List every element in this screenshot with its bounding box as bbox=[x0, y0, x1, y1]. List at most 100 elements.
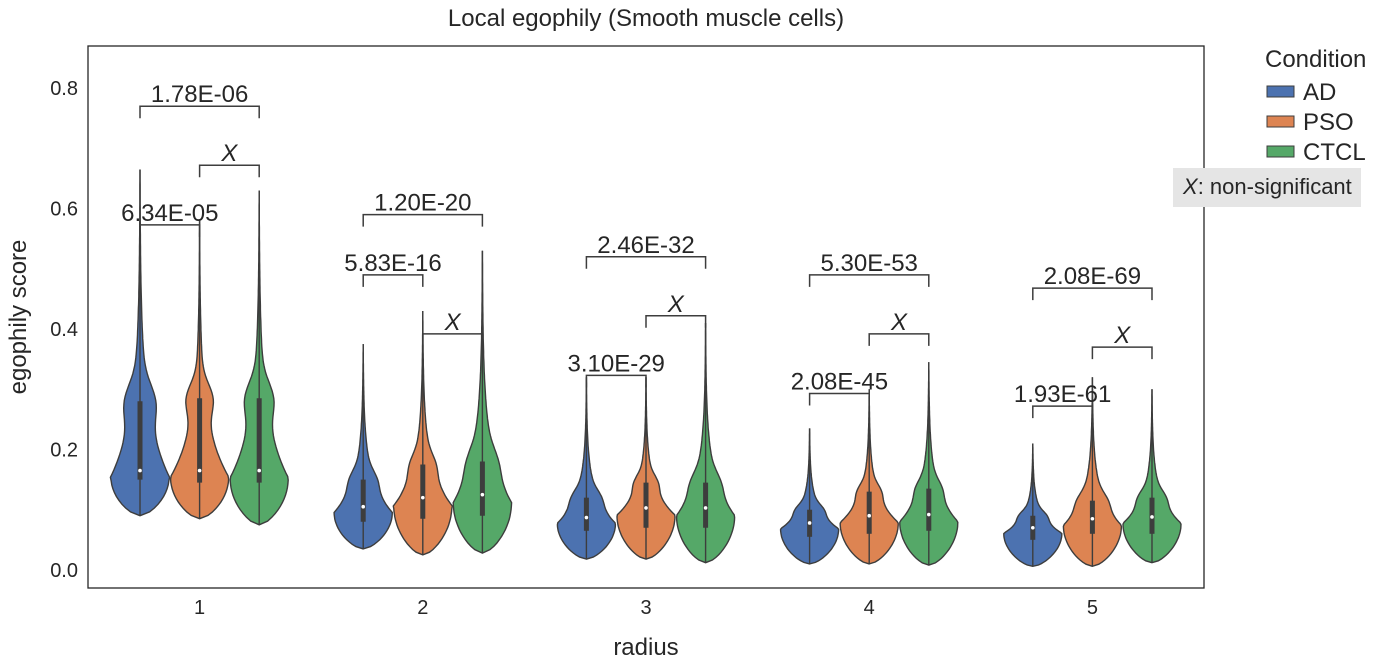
legend-title: Condition bbox=[1265, 46, 1366, 73]
bracket-line bbox=[362, 274, 424, 287]
bracket-label: 2.08E-69 bbox=[1044, 263, 1141, 290]
violin-median bbox=[703, 506, 708, 510]
significance-bracket: 1.20E-20 bbox=[362, 190, 484, 227]
legend-label: AD bbox=[1303, 79, 1336, 106]
y-tick-label: 0.6 bbox=[50, 199, 78, 221]
bracket-line bbox=[422, 333, 484, 346]
violin-median bbox=[1150, 515, 1154, 519]
significance-bracket: 3.10E-29 bbox=[567, 350, 665, 388]
significance-bracket: 2.46E-32 bbox=[585, 232, 707, 269]
x-tick-label: 3 bbox=[640, 597, 651, 619]
y-tick-label: 0.8 bbox=[50, 78, 78, 100]
chart-title: Local egophily (Smooth muscle cells) bbox=[448, 5, 844, 32]
violin-median bbox=[421, 495, 425, 500]
note-box bbox=[1173, 168, 1361, 207]
legend: Condition AD PSO CTCL bbox=[1265, 46, 1366, 166]
bracket-label: X bbox=[1113, 322, 1131, 349]
bracket-line bbox=[868, 333, 930, 346]
violin-median bbox=[644, 506, 648, 510]
significance-bracket: 5.30E-53 bbox=[808, 250, 930, 287]
plot-frame bbox=[87, 45, 1205, 589]
bracket-line bbox=[808, 392, 870, 406]
violin-ctcl-r5 bbox=[1122, 389, 1182, 564]
bracket-label: 1.93E-61 bbox=[1014, 381, 1111, 408]
violin-median bbox=[361, 504, 366, 509]
bracket-label: 1.20E-20 bbox=[374, 190, 471, 217]
violin-pso-r3 bbox=[616, 377, 676, 560]
violin-median bbox=[926, 512, 931, 517]
bracket-label: X bbox=[444, 309, 462, 336]
significance-bracket: X bbox=[1091, 322, 1153, 360]
significance-bracket: 6.34E-05 bbox=[121, 200, 219, 237]
bracket-line bbox=[585, 374, 647, 388]
violin-median bbox=[257, 468, 261, 473]
bracket-line bbox=[362, 213, 484, 227]
legend-item-pso: PSO bbox=[1266, 109, 1354, 136]
x-tick-label: 4 bbox=[864, 597, 875, 619]
bracket-label: X bbox=[667, 291, 685, 318]
violin-ctcl-r4 bbox=[899, 362, 959, 566]
bracket-line bbox=[808, 274, 930, 287]
violin-median bbox=[1031, 525, 1035, 530]
bracket-line bbox=[585, 256, 707, 269]
bracket-line bbox=[139, 105, 260, 119]
x-tick-label: 1 bbox=[194, 597, 205, 619]
legend-item-ctcl: CTCL bbox=[1266, 139, 1366, 166]
note-symbol: X bbox=[1182, 174, 1199, 199]
violin-median bbox=[807, 521, 812, 525]
bracket-label: 5.30E-53 bbox=[820, 250, 917, 277]
x-tick-label: 2 bbox=[417, 597, 428, 619]
violin-ctcl-r2 bbox=[452, 250, 513, 554]
x-axis-label: radius bbox=[613, 634, 678, 661]
bracket-label: 1.78E-06 bbox=[151, 81, 248, 108]
significance-bracket: 5.83E-16 bbox=[344, 250, 442, 287]
bracket-label: X bbox=[220, 140, 238, 167]
legend-swatch bbox=[1266, 145, 1295, 158]
legend-label: CTCL bbox=[1303, 139, 1366, 166]
violin-ad-r4 bbox=[779, 428, 840, 565]
axes: 0.0 0.2 0.4 0.6 0.8 1 2 3 4 5 bbox=[50, 78, 1098, 619]
violin-ad-r3 bbox=[556, 377, 617, 560]
bracket-line bbox=[645, 315, 707, 328]
violin-pso-r1 bbox=[169, 220, 230, 520]
bracket-line bbox=[139, 224, 201, 237]
bracket-label: 2.46E-32 bbox=[597, 232, 694, 259]
bracket-line bbox=[1091, 346, 1153, 360]
y-tick-label: 0.4 bbox=[50, 319, 78, 341]
bracket-line bbox=[1032, 405, 1094, 419]
violin-median bbox=[1090, 516, 1095, 521]
violin-median bbox=[480, 492, 485, 497]
y-tick-label: 0.2 bbox=[50, 439, 78, 461]
bracket-line bbox=[198, 164, 260, 178]
note-text: X: non-significant bbox=[1182, 174, 1352, 199]
y-tick-label: 0.0 bbox=[50, 560, 78, 582]
violin-ad-r2 bbox=[333, 344, 394, 550]
violin-pso-r4 bbox=[839, 389, 899, 565]
violin-median bbox=[197, 468, 202, 473]
violin-median bbox=[867, 513, 871, 518]
violin-ctcl-r1 bbox=[229, 190, 289, 526]
significance-bracket: X bbox=[645, 291, 707, 328]
x-tick-label: 5 bbox=[1087, 597, 1098, 619]
violin-pso-r2 bbox=[392, 310, 454, 556]
bracket-label: X bbox=[890, 309, 908, 336]
significance-bracket: 2.08E-69 bbox=[1032, 263, 1153, 301]
bracket-line bbox=[1032, 287, 1153, 301]
y-axis-label: egophily score bbox=[5, 240, 32, 395]
significance-bracket: X bbox=[868, 309, 930, 346]
violin-ctcl-r3 bbox=[675, 323, 736, 564]
bracket-label: 2.08E-45 bbox=[791, 368, 888, 395]
significance-bracket: 1.93E-61 bbox=[1014, 381, 1111, 419]
significance-bracket: X bbox=[198, 140, 260, 178]
bracket-label: 5.83E-16 bbox=[344, 250, 441, 277]
legend-swatch bbox=[1266, 85, 1295, 98]
significance-bracket: 1.78E-06 bbox=[139, 81, 260, 119]
violin-median bbox=[138, 468, 142, 473]
violin-ad-r5 bbox=[1003, 443, 1063, 568]
significance-bracket: X bbox=[422, 309, 484, 346]
significance-note: X: non-significant bbox=[1173, 168, 1361, 207]
plot-area: 1.78E-06 X 6.34E-05 1.20E-20 5.83E-16 X 2.46E-… bbox=[109, 81, 1182, 568]
legend-label: PSO bbox=[1303, 109, 1354, 136]
bracket-label: 6.34E-05 bbox=[121, 200, 218, 227]
note-description: : non-significant bbox=[1198, 174, 1352, 199]
